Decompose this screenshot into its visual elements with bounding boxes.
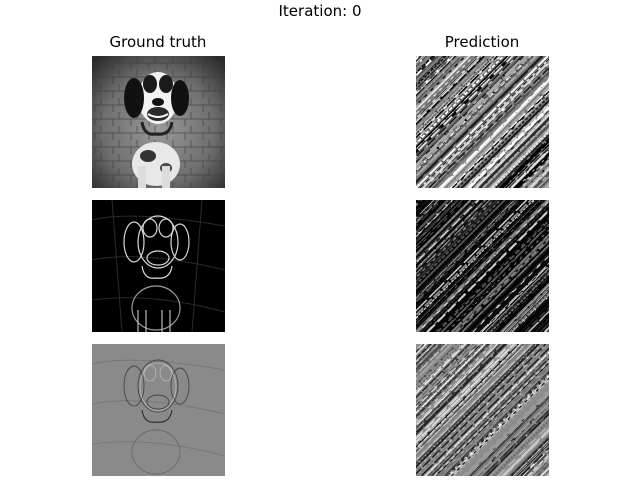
ground-truth-image-laplacian [92,344,225,476]
ground-truth-title: Ground truth [109,33,207,51]
prediction-title: Prediction [444,33,520,51]
iteration-title: Iteration: 0 [278,2,362,20]
ground-truth-image-grayscale [92,56,225,188]
prediction-image-grayscale [416,56,549,188]
prediction-image-edges [416,200,549,332]
ground-truth-image-edges [92,200,225,332]
prediction-image-laplacian [416,344,549,476]
